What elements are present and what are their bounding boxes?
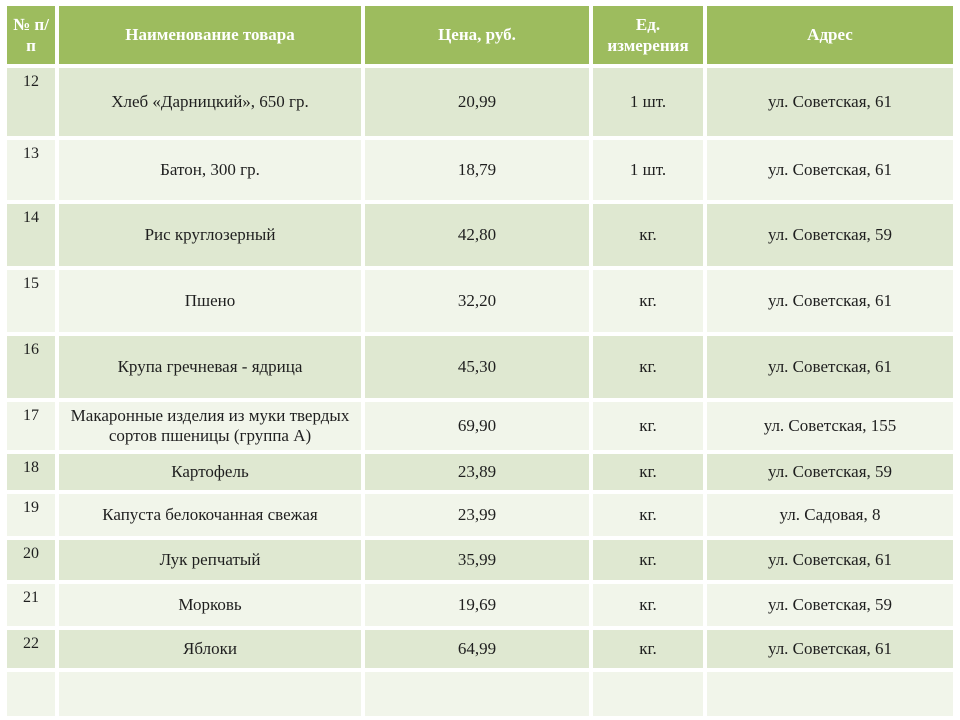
price-table: № п/п Наименование товара Цена, руб. Ед. из… — [3, 2, 957, 720]
cell-name: Лук репчатый — [59, 540, 361, 580]
table-header: № п/п Наименование товара Цена, руб. Ед. из… — [7, 6, 953, 64]
header-cell-price: Цена, руб. — [365, 6, 589, 64]
cell-address: ул. Советская, 61 — [707, 630, 953, 668]
cell-price: 23,99 — [365, 494, 589, 536]
cell-address: ул. Советская, 61 — [707, 140, 953, 200]
table-row: 15 Пшено 32,20 кг. ул. Советская, 61 — [7, 270, 953, 332]
table-row: 12 Хлеб «Дарницкий», 650 гр. 20,99 1 шт. ул.… — [7, 68, 953, 136]
cell-address: ул. Советская, 59 — [707, 454, 953, 490]
cell-name: Макаронные изделия из муки твердых сорто… — [59, 402, 361, 450]
cell-num — [7, 672, 55, 716]
table-row: 17 Макаронные изделия из муки твердых сор… — [7, 402, 953, 450]
cell-price: 35,99 — [365, 540, 589, 580]
cell-unit: кг. — [593, 402, 703, 450]
cell-unit: кг. — [593, 204, 703, 266]
table-row: 19 Капуста белокочанная свежая 23,99 кг. ул.… — [7, 494, 953, 536]
cell-unit: кг. — [593, 270, 703, 332]
cell-price: 42,80 — [365, 204, 589, 266]
cell-address: ул. Советская, 61 — [707, 270, 953, 332]
cell-num: 17 — [7, 402, 55, 450]
cell-num: 18 — [7, 454, 55, 490]
table-row: 14 Рис круглозерный 42,80 кг. ул. Советская,… — [7, 204, 953, 266]
cell-address: ул. Советская, 61 — [707, 540, 953, 580]
cell-address: ул. Советская, 61 — [707, 68, 953, 136]
cell-price: 19,69 — [365, 584, 589, 626]
table-row: 21 Морковь 19,69 кг. ул. Советская, 59 — [7, 584, 953, 626]
cell-num: 22 — [7, 630, 55, 668]
cell-unit: кг. — [593, 494, 703, 536]
cell-unit: кг. — [593, 336, 703, 398]
table-row: 13 Батон, 300 гр. 18,79 1 шт. ул. Советская,… — [7, 140, 953, 200]
cell-num: 14 — [7, 204, 55, 266]
cell-name: Картофель — [59, 454, 361, 490]
cell-unit: 1 шт. — [593, 140, 703, 200]
cell-price: 32,20 — [365, 270, 589, 332]
cell-name: Яблоки — [59, 630, 361, 668]
cell-num: 19 — [7, 494, 55, 536]
header-cell-name: Наименование товара — [59, 6, 361, 64]
cell-unit: 1 шт. — [593, 68, 703, 136]
cell-name: Крупа гречневая - ядрица — [59, 336, 361, 398]
cell-price: 45,30 — [365, 336, 589, 398]
cell-name: Хлеб «Дарницкий», 650 гр. — [59, 68, 361, 136]
cell-name: Рис круглозерный — [59, 204, 361, 266]
cell-address: ул. Советская, 59 — [707, 584, 953, 626]
cell-price: 23,89 — [365, 454, 589, 490]
cell-unit: кг. — [593, 540, 703, 580]
cell-name: Пшено — [59, 270, 361, 332]
header-cell-num: № п/п — [7, 6, 55, 64]
cell-name: Капуста белокочанная свежая — [59, 494, 361, 536]
cell-address: ул. Советская, 61 — [707, 336, 953, 398]
cell-address: ул. Советская, 59 — [707, 204, 953, 266]
cell-address: ул. Садовая, 8 — [707, 494, 953, 536]
cell-price — [365, 672, 589, 716]
cell-num: 13 — [7, 140, 55, 200]
table-row: 18 Картофель 23,89 кг. ул. Советская, 59 — [7, 454, 953, 490]
cell-name: Батон, 300 гр. — [59, 140, 361, 200]
cell-unit: кг. — [593, 454, 703, 490]
cell-num: 12 — [7, 68, 55, 136]
table-row: 20 Лук репчатый 35,99 кг. ул. Советская, 61 — [7, 540, 953, 580]
table-row — [7, 672, 953, 716]
cell-price: 18,79 — [365, 140, 589, 200]
header-row: № п/п Наименование товара Цена, руб. Ед. из… — [7, 6, 953, 64]
cell-name: Морковь — [59, 584, 361, 626]
cell-unit: кг. — [593, 584, 703, 626]
cell-price: 20,99 — [365, 68, 589, 136]
cell-num: 21 — [7, 584, 55, 626]
cell-num: 15 — [7, 270, 55, 332]
cell-address: ул. Советская, 155 — [707, 402, 953, 450]
cell-price: 69,90 — [365, 402, 589, 450]
table-row: 16 Крупа гречневая - ядрица 45,30 кг. ул. Со… — [7, 336, 953, 398]
cell-num: 20 — [7, 540, 55, 580]
table-row: 22 Яблоки 64,99 кг. ул. Советская, 61 — [7, 630, 953, 668]
header-cell-unit: Ед. измерения — [593, 6, 703, 64]
cell-name — [59, 672, 361, 716]
header-cell-address: Адрес — [707, 6, 953, 64]
cell-num: 16 — [7, 336, 55, 398]
cell-address — [707, 672, 953, 716]
cell-unit — [593, 672, 703, 716]
cell-unit: кг. — [593, 630, 703, 668]
cell-price: 64,99 — [365, 630, 589, 668]
table-body: 12 Хлеб «Дарницкий», 650 гр. 20,99 1 шт. ул.… — [7, 68, 953, 716]
